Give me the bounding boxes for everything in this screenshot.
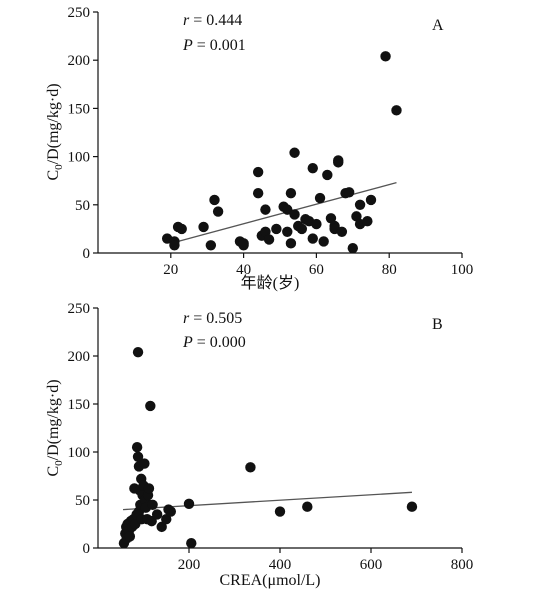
r-value: = 0.444 <box>189 12 242 29</box>
p-symbol: P <box>182 37 193 54</box>
data-point <box>302 501 313 512</box>
y-tick-label: 200 <box>68 349 91 365</box>
x-tick-label: 100 <box>451 262 474 278</box>
data-point <box>311 218 322 230</box>
data-point <box>351 211 362 222</box>
data-point <box>145 400 156 412</box>
data-point <box>132 451 144 462</box>
y-tick-label: 100 <box>68 445 91 461</box>
data-point <box>289 147 300 158</box>
y-tick-label: 250 <box>68 301 91 317</box>
y-tick-label: 250 <box>68 5 91 21</box>
y-tick-label: 100 <box>68 150 91 166</box>
panel-label: B <box>432 316 443 333</box>
y-axis-label: C0/D(mg/kg·d) <box>45 379 65 476</box>
data-point <box>406 501 418 512</box>
p-value: = 0.000 <box>193 334 246 351</box>
data-point <box>343 187 355 198</box>
data-point <box>333 155 344 166</box>
data-point <box>263 234 275 245</box>
data-point <box>260 204 271 215</box>
data-point <box>186 538 197 549</box>
panel-label: A <box>432 17 444 34</box>
data-point <box>271 223 282 235</box>
data-point <box>245 462 256 473</box>
data-point <box>285 238 297 249</box>
data-point <box>314 192 326 204</box>
y-tick-label: 0 <box>83 246 91 262</box>
data-point <box>161 514 172 525</box>
data-point <box>322 169 333 181</box>
y-tick-label: 150 <box>68 397 91 413</box>
data-point <box>139 458 150 469</box>
y-axis-label: C0/D(mg/kg·d) <box>45 83 65 180</box>
data-point <box>205 240 217 251</box>
data-point <box>143 483 155 494</box>
data-point <box>362 215 373 227</box>
x-tick-label: 80 <box>382 262 397 278</box>
data-point <box>165 506 176 517</box>
chart-panel-a: 0 50 100 150 200 250 20 40 60 80 100 Ar = 0.444 P = … <box>45 5 473 292</box>
data-point <box>274 506 286 517</box>
y-tick-label: 200 <box>68 53 91 69</box>
p-annotation: P = 0.001 <box>182 37 246 54</box>
data-point <box>260 226 271 237</box>
data-point <box>252 188 264 199</box>
x-axis-label: 年龄(岁) <box>241 274 300 292</box>
data-point <box>147 499 158 510</box>
y-tick-label: 0 <box>83 541 91 557</box>
r-symbol: r <box>183 12 190 29</box>
y-tick-label: 50 <box>75 493 90 509</box>
y-tick-label: 50 <box>75 198 90 214</box>
data-point <box>354 199 366 210</box>
data-point <box>238 238 249 249</box>
chart-panel-b: 0 50 100 150 200 250 200 400 600 800 Br = 0.505 P =… <box>45 301 473 589</box>
x-tick-label: 800 <box>451 557 474 573</box>
data-point <box>156 521 167 533</box>
r-annotation: r = 0.444 <box>183 12 242 29</box>
data-point <box>296 223 308 235</box>
data-point <box>252 166 264 178</box>
data-point <box>209 194 220 206</box>
data-point <box>391 105 402 116</box>
data-point <box>198 221 209 233</box>
x-tick-label: 60 <box>309 262 324 278</box>
data-point <box>169 240 180 251</box>
data-point <box>124 531 136 542</box>
x-tick-label: 20 <box>163 262 178 278</box>
x-tick-label: 200 <box>178 557 201 573</box>
x-tick-label: 40 <box>236 262 251 278</box>
data-point <box>282 226 293 237</box>
data-point <box>325 213 337 224</box>
data-point <box>347 242 358 254</box>
data-point <box>336 226 348 237</box>
data-point <box>365 194 377 206</box>
data-point <box>151 509 163 520</box>
data-point <box>212 206 224 217</box>
r-value: = 0.505 <box>189 310 242 327</box>
p-value: = 0.001 <box>193 37 246 54</box>
data-point <box>176 223 187 235</box>
data-point <box>307 233 318 244</box>
data-point <box>318 236 329 247</box>
data-point <box>289 209 300 220</box>
r-annotation: r = 0.505 <box>183 310 242 327</box>
r-symbol: r <box>183 310 190 327</box>
x-axis-label: CREA(μmol/L) <box>219 572 320 589</box>
y-tick-label: 150 <box>68 101 91 117</box>
data-point <box>183 498 195 510</box>
data-point <box>132 346 144 358</box>
data-point <box>307 162 318 174</box>
data-point <box>285 188 297 199</box>
data-point <box>380 51 391 62</box>
x-tick-label: 600 <box>360 557 383 573</box>
x-tick-label: 400 <box>269 557 292 573</box>
data-point <box>131 442 143 453</box>
p-symbol: P <box>182 334 193 351</box>
p-annotation: P = 0.000 <box>182 334 246 351</box>
